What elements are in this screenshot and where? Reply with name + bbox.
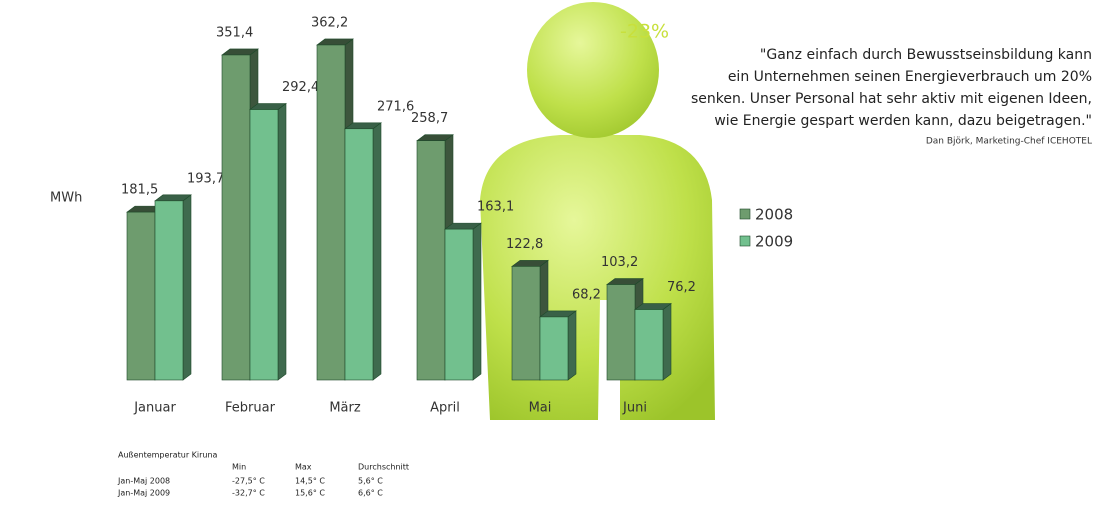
annotation: -23% <box>620 21 669 43</box>
bar <box>126 211 156 381</box>
quote-line: "Ganz einfach durch Bewusstseinsbildung … <box>760 47 1092 63</box>
bar <box>634 309 664 381</box>
x-tick-label: Februar <box>225 401 276 416</box>
bar <box>539 316 569 381</box>
bar <box>316 44 346 381</box>
legend-swatch <box>739 235 751 247</box>
value-label: 68,2 <box>572 287 601 302</box>
value-label: 271,6 <box>377 99 414 114</box>
bar <box>606 284 636 381</box>
x-tick-label: März <box>329 401 361 416</box>
x-tick-label: April <box>430 401 460 416</box>
legend-label: 2008 <box>755 206 793 224</box>
y-axis-label: MWh <box>50 191 82 206</box>
value-label: 351,4 <box>216 25 253 40</box>
x-tick-label: Juni <box>622 401 647 416</box>
quote-line: senken. Unser Personal hat sehr aktiv mi… <box>691 91 1092 107</box>
value-label: 362,2 <box>311 15 348 30</box>
table-cell: 6,6° C <box>358 489 383 498</box>
table-header: Max <box>295 463 312 472</box>
bar <box>511 266 541 381</box>
table-cell: 5,6° C <box>358 477 383 486</box>
legend-label: 2009 <box>755 233 793 251</box>
value-label: 258,7 <box>411 111 448 126</box>
bar <box>249 109 279 381</box>
table-header: Durchschnitt <box>358 463 409 472</box>
table-cell: Jan-Maj 2009 <box>117 489 170 498</box>
quote-line: wie Energie gespart werden kann, dazu be… <box>714 113 1092 129</box>
bar-side <box>277 102 287 381</box>
x-tick-label: Mai <box>529 401 552 416</box>
value-label: 76,2 <box>667 280 696 295</box>
bar <box>344 128 374 381</box>
value-label: 163,1 <box>477 200 514 215</box>
legend-swatch <box>739 208 751 220</box>
table-cell: Jan-Maj 2008 <box>117 477 170 486</box>
bar-side <box>472 222 482 381</box>
bar-side <box>662 302 672 381</box>
bar-side <box>372 122 382 381</box>
value-label: 193,7 <box>187 171 224 186</box>
table-cell: 15,6° C <box>295 489 325 498</box>
quote-line: ein Unternehmen seinen Energieverbrauch … <box>728 69 1092 85</box>
table-cell: -27,5° C <box>232 477 265 486</box>
table-title: Außentemperatur Kiruna <box>118 451 218 460</box>
value-label: 181,5 <box>121 183 158 198</box>
value-label: 122,8 <box>506 237 543 252</box>
x-tick-label: Januar <box>133 401 176 416</box>
bar <box>154 200 184 381</box>
table-cell: 14,5° C <box>295 477 325 486</box>
bar-side <box>567 310 577 381</box>
bar-side <box>182 194 192 381</box>
value-label: 103,2 <box>601 255 638 270</box>
bar <box>444 228 474 381</box>
table-header: Min <box>232 463 246 472</box>
attribution: Dan Björk, Marketing-Chef ICEHOTEL <box>926 137 1092 147</box>
value-label: 292,4 <box>282 80 319 95</box>
bar <box>221 54 251 381</box>
bar <box>416 140 446 381</box>
table-cell: -32,7° C <box>232 489 265 498</box>
